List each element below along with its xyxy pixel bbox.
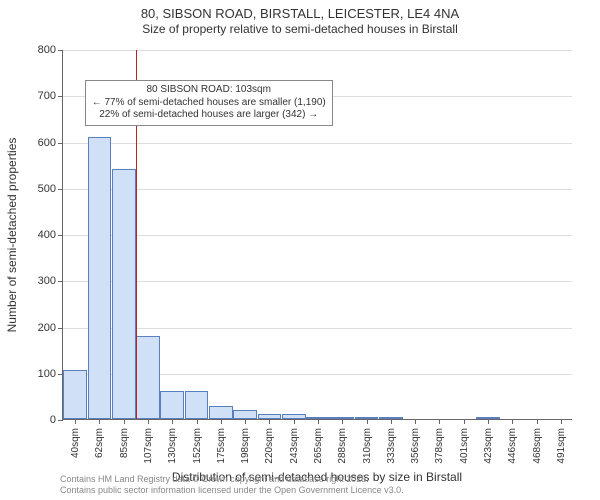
- ytick-label: 0: [16, 414, 56, 426]
- xtick-mark: [99, 419, 100, 424]
- xtick-mark: [197, 419, 198, 424]
- xtick-mark: [172, 419, 173, 424]
- ytick-mark: [58, 96, 63, 97]
- xtick-mark: [464, 419, 465, 424]
- xtick-mark: [124, 419, 125, 424]
- ytick-mark: [58, 235, 63, 236]
- annotation-line: 80 SIBSON ROAD: 103sqm: [92, 84, 326, 97]
- grid-line: [63, 235, 572, 236]
- footer-line: Contains public sector information licen…: [60, 485, 404, 496]
- ytick-label: 200: [16, 322, 56, 334]
- grid-line: [63, 189, 572, 190]
- ytick-mark: [58, 143, 63, 144]
- ytick-mark: [58, 328, 63, 329]
- histogram-bar: [88, 137, 112, 419]
- page-subtitle: Size of property relative to semi-detach…: [0, 22, 600, 37]
- grid-line: [63, 143, 572, 144]
- xtick-mark: [391, 419, 392, 424]
- histogram-bar: [233, 410, 257, 419]
- ytick-mark: [58, 189, 63, 190]
- ytick-label: 300: [16, 275, 56, 287]
- annotation-box: 80 SIBSON ROAD: 103sqm← 77% of semi-deta…: [85, 80, 333, 126]
- grid-line: [63, 281, 572, 282]
- ytick-label: 800: [16, 44, 56, 56]
- ytick-label: 700: [16, 90, 56, 102]
- histogram-bar: [209, 406, 233, 419]
- xtick-mark: [439, 419, 440, 424]
- ytick-mark: [58, 420, 63, 421]
- xtick-mark: [488, 419, 489, 424]
- xtick-mark: [512, 419, 513, 424]
- xtick-mark: [148, 419, 149, 424]
- xtick-mark: [75, 419, 76, 424]
- histogram-bar: [160, 391, 184, 419]
- footer-line: Contains HM Land Registry data © Crown c…: [60, 474, 404, 485]
- xtick-mark: [245, 419, 246, 424]
- ytick-label: 600: [16, 137, 56, 149]
- grid-line: [63, 328, 572, 329]
- ytick-mark: [58, 281, 63, 282]
- ytick-mark: [58, 50, 63, 51]
- histogram-bar: [136, 336, 160, 419]
- xtick-mark: [342, 419, 343, 424]
- ytick-label: 400: [16, 229, 56, 241]
- histogram-bar: [112, 169, 136, 419]
- annotation-line: ← 77% of semi-detached houses are smalle…: [92, 97, 326, 110]
- ytick-label: 100: [16, 368, 56, 380]
- xtick-mark: [318, 419, 319, 424]
- xtick-mark: [537, 419, 538, 424]
- page-title: 80, SIBSON ROAD, BIRSTALL, LEICESTER, LE…: [0, 6, 600, 22]
- histogram-chart: 40sqm62sqm85sqm107sqm130sqm152sqm175sqm1…: [62, 50, 572, 420]
- xtick-mark: [269, 419, 270, 424]
- annotation-line: 22% of semi-detached houses are larger (…: [92, 109, 326, 122]
- xtick-mark: [221, 419, 222, 424]
- xtick-mark: [367, 419, 368, 424]
- histogram-bar: [63, 370, 87, 419]
- xtick-mark: [415, 419, 416, 424]
- xtick-mark: [561, 419, 562, 424]
- attribution-footer: Contains HM Land Registry data © Crown c…: [60, 474, 404, 496]
- histogram-bar: [185, 391, 209, 419]
- xtick-mark: [294, 419, 295, 424]
- ytick-label: 500: [16, 183, 56, 195]
- grid-line: [63, 50, 572, 51]
